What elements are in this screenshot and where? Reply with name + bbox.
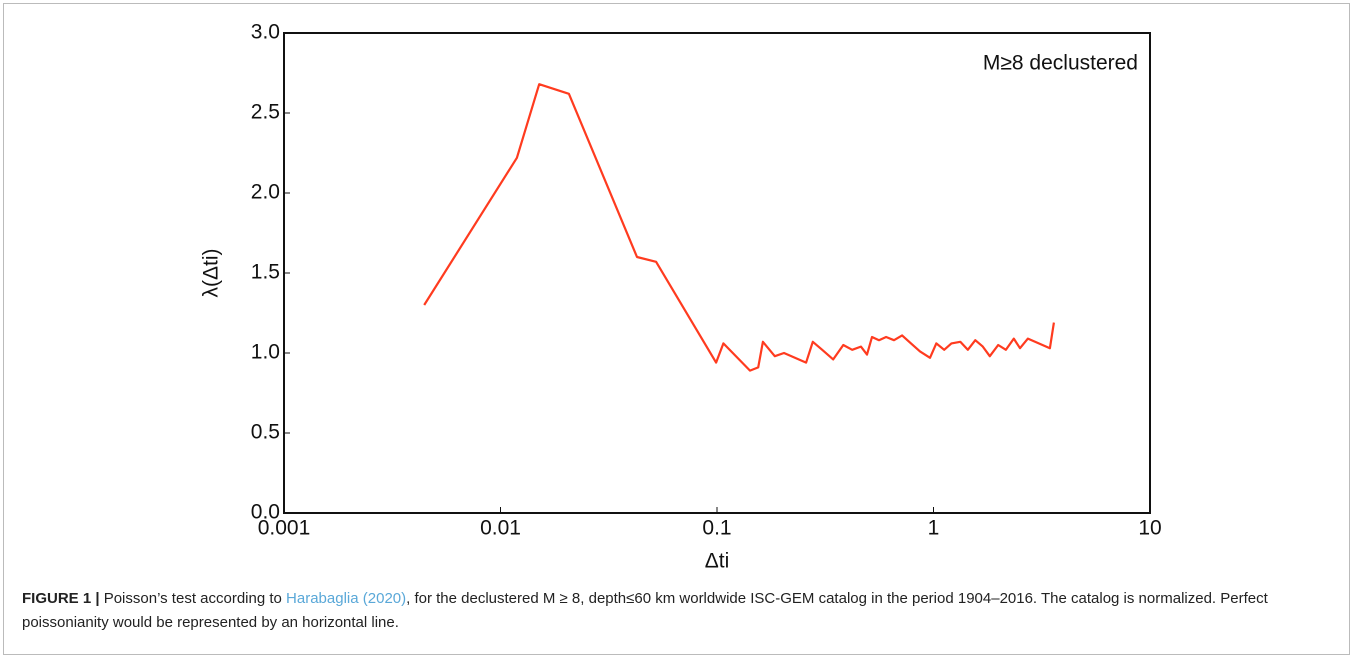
y-tick-label: 1.5 (251, 261, 280, 284)
chart: M≥8 declustered Δti λ(Δti) 0.0 0.5 1.0 1.5 2… (200, 21, 1162, 570)
x-tick-label: 0.001 (258, 517, 311, 540)
y-tick-label: 1.0 (251, 341, 280, 364)
annotation: M≥8 declustered (983, 52, 1138, 75)
x-tick-label: 0.01 (480, 517, 521, 540)
y-tick-label: 0.5 (251, 421, 280, 444)
plot-area (283, 32, 1151, 514)
data-line (423, 83, 1055, 372)
x-tick-label: 1 (928, 517, 940, 540)
y-tick-label: 0.0 (251, 501, 280, 524)
x-tick-label: 0.1 (702, 517, 731, 540)
annotation-box (915, 42, 1143, 88)
citation[interactable]: Harabaglia (2020) (286, 590, 407, 607)
x-axis-title: Δti (705, 550, 730, 570)
caption-text: Poisson’s test according to (99, 590, 287, 607)
y-tick-label: 2.5 (251, 101, 280, 124)
figure-frame (3, 3, 1350, 655)
caption-label: FIGURE 1 | (22, 590, 100, 607)
y-tick-label: 2.0 (251, 181, 280, 204)
x-tick-label: 10 (1138, 517, 1161, 540)
caption: FIGURE 1 | Poisson’s test according to H… (22, 587, 1322, 635)
y-tick-label: 3.0 (251, 21, 280, 44)
caption-text: , for the declustered M ≥ 8, depth≤60 km… (22, 590, 1268, 631)
y-axis-title: λ(Δti) (200, 248, 223, 297)
